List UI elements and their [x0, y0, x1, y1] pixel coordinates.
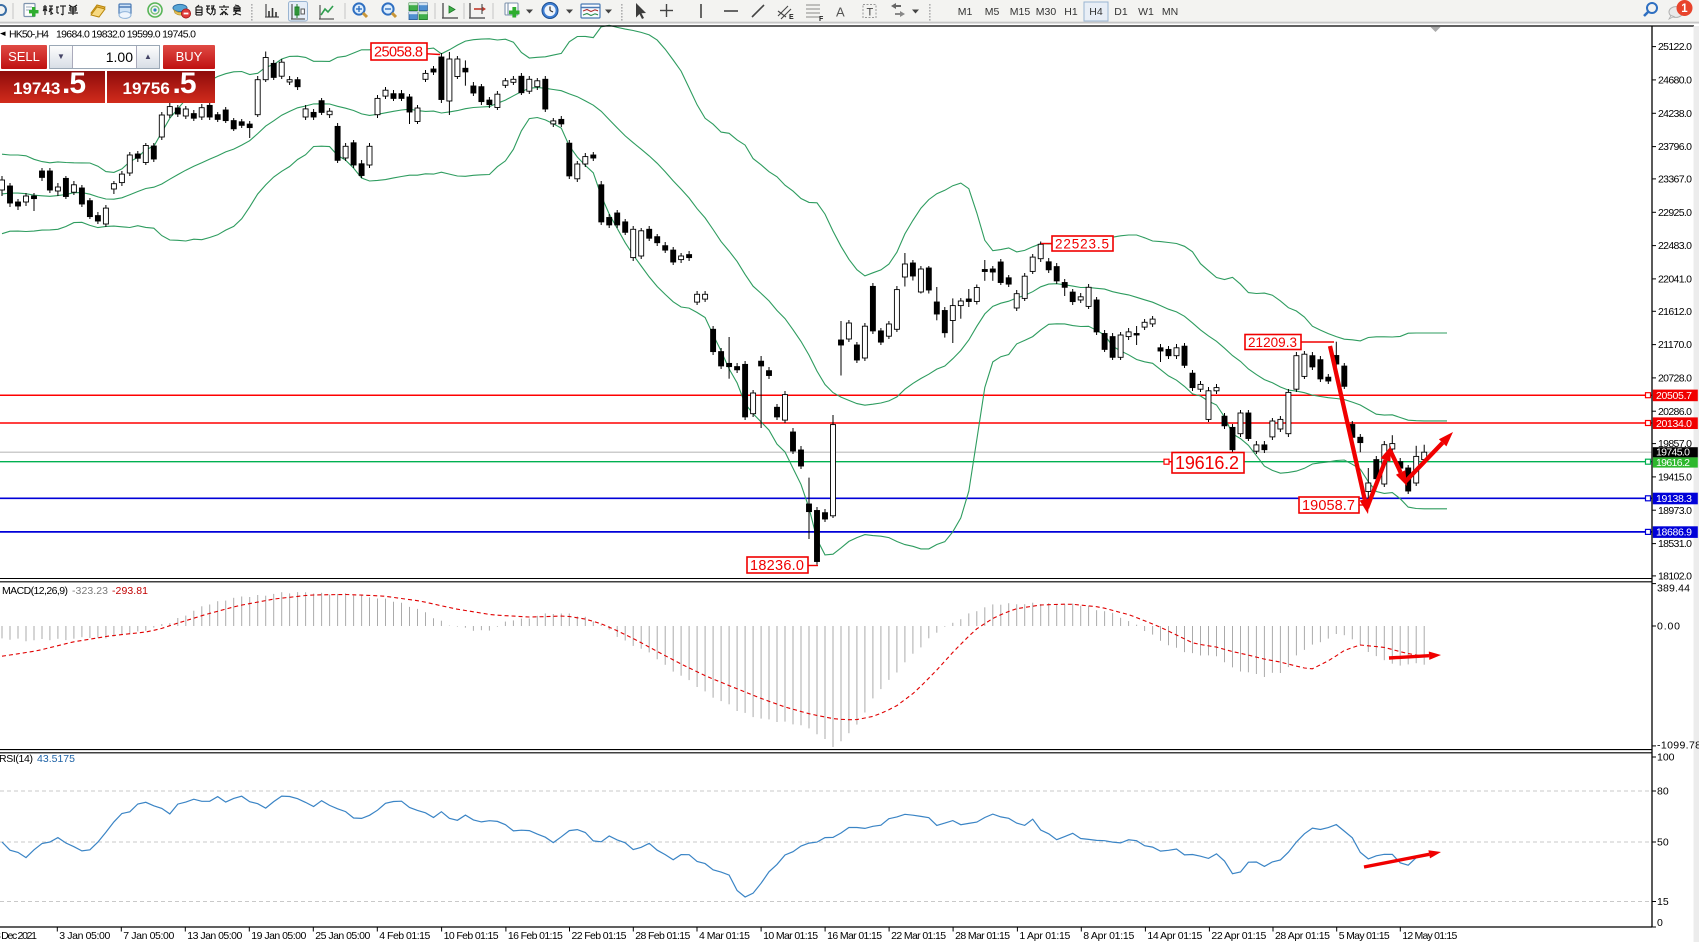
svg-text:50: 50 — [1657, 837, 1669, 849]
svg-text:43.5175: 43.5175 — [37, 753, 75, 765]
svg-text:1 Apr 01:15: 1 Apr 01:15 — [1019, 930, 1070, 942]
svg-text:13 Jan 05:00: 13 Jan 05:00 — [187, 930, 242, 942]
svg-text:20134.0: 20134.0 — [1656, 418, 1692, 430]
svg-text:100: 100 — [1657, 752, 1675, 764]
svg-text:14 Apr 01:15: 14 Apr 01:15 — [1147, 930, 1202, 942]
svg-text:20286.0: 20286.0 — [1658, 406, 1692, 418]
svg-text:18531.0: 18531.0 — [1658, 538, 1692, 550]
svg-text:H4: H4 — [1089, 6, 1103, 18]
svg-text:22 Mar 01:15: 22 Mar 01:15 — [891, 930, 946, 942]
svg-text:E: E — [789, 14, 794, 21]
svg-text:RSI(14): RSI(14) — [0, 753, 33, 765]
svg-text:19684.0 19832.0 19599.0 19745.: 19684.0 19832.0 19599.0 19745.0 — [56, 29, 196, 41]
svg-text:M15: M15 — [1010, 6, 1031, 18]
svg-text:-1099.78: -1099.78 — [1657, 740, 1699, 752]
svg-text:19616.2: 19616.2 — [1656, 457, 1690, 469]
svg-text:24680.0: 24680.0 — [1658, 75, 1692, 87]
svg-text:80: 80 — [1657, 786, 1669, 798]
svg-text:4 Mar 01:15: 4 Mar 01:15 — [699, 930, 750, 942]
svg-text:H1: H1 — [1064, 6, 1078, 18]
svg-text:28 Apr 01:15: 28 Apr 01:15 — [1275, 930, 1330, 942]
svg-text:28 Mar 01:15: 28 Mar 01:15 — [955, 930, 1010, 942]
svg-text:MN: MN — [1162, 6, 1178, 18]
svg-text:21170.0: 21170.0 — [1658, 339, 1692, 351]
svg-text:F: F — [819, 16, 824, 23]
svg-text:W1: W1 — [1138, 6, 1154, 18]
svg-text:19058.7: 19058.7 — [1302, 498, 1355, 514]
svg-text:D1: D1 — [1114, 6, 1128, 18]
svg-text:7 Jan 05:00: 7 Jan 05:00 — [123, 930, 174, 942]
svg-text:22483.0: 22483.0 — [1658, 240, 1692, 252]
svg-text:16 Mar 01:15: 16 Mar 01:15 — [827, 930, 882, 942]
svg-text:1: 1 — [1681, 3, 1688, 15]
svg-text:18686.9: 18686.9 — [1656, 527, 1692, 539]
svg-text:M5: M5 — [985, 6, 1000, 18]
svg-text:8 Apr 01:15: 8 Apr 01:15 — [1083, 930, 1134, 942]
svg-text:21612.0: 21612.0 — [1658, 306, 1692, 318]
svg-text:12 May 01:15: 12 May 01:15 — [1402, 930, 1457, 942]
svg-text:389.44: 389.44 — [1657, 583, 1690, 595]
svg-text:19616.2: 19616.2 — [1175, 453, 1239, 473]
svg-text:25058.8: 25058.8 — [374, 45, 423, 61]
svg-text:22523.5: 22523.5 — [1055, 236, 1109, 251]
svg-text:22 Apr 01:15: 22 Apr 01:15 — [1211, 930, 1266, 942]
svg-text:MACD(12,26,9): MACD(12,26,9) — [2, 585, 68, 597]
svg-text:22 Feb 01:15: 22 Feb 01:15 — [572, 930, 627, 942]
svg-text:4 Feb 01:15: 4 Feb 01:15 — [379, 930, 430, 942]
svg-text:10 Mar 01:15: 10 Mar 01:15 — [763, 930, 818, 942]
svg-text:-323.23: -323.23 — [72, 585, 108, 597]
svg-text:8 Dec 2021: 8 Dec 2021 — [0, 930, 37, 942]
svg-text:23796.0: 23796.0 — [1658, 141, 1692, 153]
svg-text:28 Feb 01:15: 28 Feb 01:15 — [635, 930, 690, 942]
svg-text:21209.3: 21209.3 — [1248, 335, 1297, 350]
svg-text:20728.0: 20728.0 — [1658, 373, 1692, 385]
svg-text:19415.0: 19415.0 — [1658, 472, 1692, 484]
svg-text:24238.0: 24238.0 — [1658, 108, 1692, 120]
svg-text:0: 0 — [1657, 917, 1663, 929]
svg-text:HK50-,H4: HK50-,H4 — [9, 29, 49, 41]
svg-text:0.00: 0.00 — [1657, 621, 1680, 633]
svg-text:M1: M1 — [958, 6, 973, 18]
svg-text:19138.3: 19138.3 — [1656, 493, 1692, 505]
svg-text:22925.0: 22925.0 — [1658, 207, 1692, 219]
svg-text:3 Jan 05:00: 3 Jan 05:00 — [59, 930, 110, 942]
svg-text:15: 15 — [1657, 896, 1669, 908]
svg-text:25122.0: 25122.0 — [1658, 41, 1692, 53]
svg-text:18236.0: 18236.0 — [750, 558, 804, 574]
svg-text:25 Jan 05:00: 25 Jan 05:00 — [315, 930, 370, 942]
svg-text:A: A — [836, 5, 845, 20]
svg-text:T: T — [867, 7, 874, 19]
svg-text:10 Feb 01:15: 10 Feb 01:15 — [444, 930, 499, 942]
svg-text:20505.7: 20505.7 — [1656, 390, 1692, 402]
svg-text:5 May 01:15: 5 May 01:15 — [1339, 930, 1390, 942]
svg-text:18102.0: 18102.0 — [1658, 571, 1692, 583]
svg-text:M30: M30 — [1036, 6, 1057, 18]
svg-text:19 Jan 05:00: 19 Jan 05:00 — [251, 930, 306, 942]
svg-text:19745.0: 19745.0 — [1656, 447, 1690, 459]
svg-text:22041.0: 22041.0 — [1658, 274, 1692, 286]
svg-text:-293.81: -293.81 — [112, 585, 148, 597]
svg-text:16 Feb 01:15: 16 Feb 01:15 — [508, 930, 563, 942]
svg-text:18973.0: 18973.0 — [1658, 505, 1692, 517]
svg-text:23367.0: 23367.0 — [1658, 174, 1692, 186]
